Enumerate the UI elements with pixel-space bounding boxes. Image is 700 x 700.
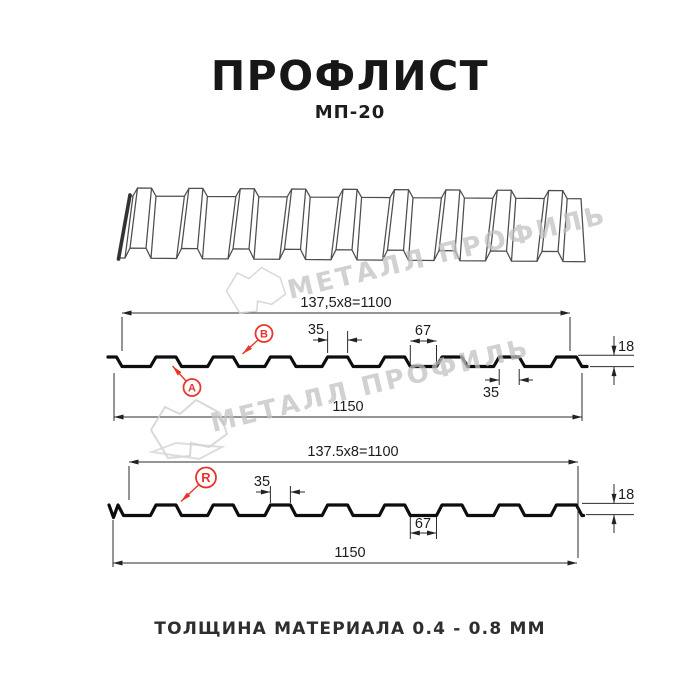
profile-cross-section-reverse: [107, 503, 586, 520]
dim-crest-width-d2: 35: [254, 474, 270, 490]
label-b: B: [260, 329, 268, 341]
dim-modules-d1: 137,5x8=1100: [300, 295, 391, 311]
watermark-text: МЕТАЛЛ ПРОФИЛЬ: [285, 200, 611, 306]
watermark-1: МЕТАЛЛ ПРОФИЛЬ: [225, 200, 611, 314]
label-r: R: [201, 470, 211, 485]
page-title: ПРОФЛИСТ: [211, 52, 489, 100]
label-a: A: [188, 383, 196, 395]
metall-profil-logo-icon: [225, 266, 287, 314]
dim-overall-width-d2: 1150: [334, 545, 365, 561]
dim-valley-width-d1: 67: [415, 323, 431, 339]
sheet-cut-edge: [116, 193, 132, 261]
dim-profile-height-d2: 18: [618, 487, 634, 503]
profile-model-subtitle: МП-20: [315, 102, 386, 123]
dim-rib-base-d1: 35: [483, 385, 499, 401]
watermark-2: МЕТАЛЛ ПРОФИЛЬ: [149, 333, 533, 460]
callout-r: R: [180, 466, 217, 503]
cross-section-diagram-reverse: 137.5x8=1100 1150 18 35 67 R: [107, 444, 634, 567]
profile-cross-section-front: [106, 355, 589, 369]
dim-valley-width-d2: 67: [415, 516, 431, 532]
callout-b: B: [242, 324, 274, 355]
profiled-sheet-3d-drawing: [118, 187, 586, 263]
metall-profil-logo-icon-partial: [148, 441, 226, 461]
material-thickness-caption: ТОЛЩИНА МАТЕРИАЛА 0.4 - 0.8 ММ: [154, 619, 545, 639]
dim-profile-height-d1: 18: [618, 339, 634, 355]
dim-modules-d2: 137.5x8=1100: [307, 444, 398, 460]
cross-section-diagram-front: 137,5x8=1100 1150 18 35 67 35: [106, 295, 634, 421]
dim-crest-width-d1: 35: [308, 322, 324, 338]
callout-a: A: [171, 365, 202, 397]
dim-overall-width-d1: 1150: [332, 399, 363, 415]
